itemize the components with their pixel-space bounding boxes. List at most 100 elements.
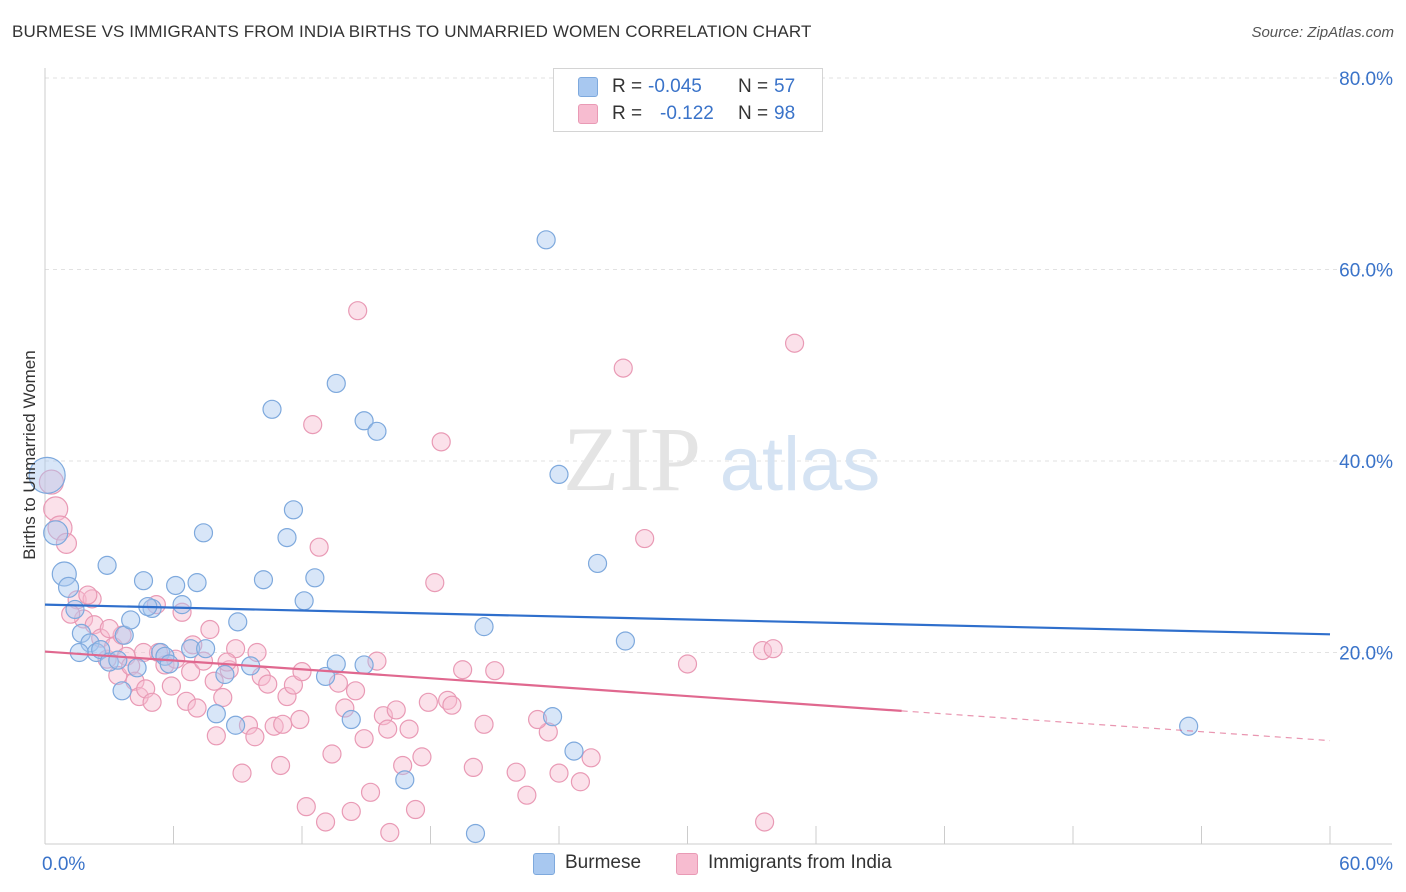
burmese-point	[206, 704, 226, 724]
india-point	[315, 812, 336, 832]
india-point	[161, 676, 181, 696]
burmese-point	[536, 230, 556, 250]
india-point	[206, 726, 226, 746]
legend-label-burmese: Burmese	[565, 852, 642, 873]
india-point	[78, 585, 98, 605]
r-label: R =	[612, 103, 643, 124]
source-label: Source: ZipAtlas.com	[1251, 24, 1394, 41]
india-point	[217, 652, 237, 672]
burmese-point	[166, 575, 186, 596]
burmese-point	[354, 411, 374, 431]
india-point	[412, 747, 432, 767]
burmese-point	[215, 664, 235, 685]
india-swatch	[676, 853, 698, 875]
burmese-point	[341, 709, 361, 730]
india-point	[453, 660, 473, 680]
india-point	[538, 722, 558, 742]
burmese-point	[187, 573, 207, 593]
india-point	[549, 763, 569, 783]
india-point	[204, 671, 224, 691]
burmese-point	[57, 576, 80, 598]
burmese-point	[354, 655, 374, 675]
n-label: N =	[738, 76, 769, 97]
india-point	[367, 651, 387, 671]
r-label: R =	[612, 76, 643, 97]
india-point	[386, 700, 406, 720]
india-point	[341, 801, 361, 822]
burmese-point	[367, 421, 387, 441]
burmese-point	[549, 464, 569, 485]
india-points	[38, 301, 805, 843]
legend-label-india: Immigrants from India	[708, 852, 892, 873]
india-point	[527, 709, 548, 730]
india-point	[581, 748, 601, 768]
india-point	[485, 661, 505, 681]
india-point	[187, 698, 207, 718]
india-point	[405, 799, 426, 820]
y-axis-title: Births to Unmarried Women	[20, 350, 39, 559]
burmese-point	[253, 570, 274, 590]
india-point	[354, 729, 374, 749]
india-point	[378, 719, 398, 739]
india-point	[292, 662, 312, 682]
axis-labels: 20.0% 40.0% 60.0% 80.0% 0.0% 60.0% Births to U…	[20, 69, 1393, 875]
india-point	[335, 698, 355, 718]
india-point	[360, 782, 381, 802]
india-point	[309, 537, 329, 557]
r-value-india: -0.122	[660, 103, 714, 124]
india-point	[55, 532, 78, 554]
india-point	[245, 727, 265, 747]
india-point	[425, 573, 445, 593]
burmese-point	[395, 770, 415, 790]
burmese-point	[305, 568, 325, 588]
burmese-point	[228, 612, 248, 632]
watermark-zip: ZIP	[563, 408, 701, 510]
series-legend: Burmese Immigrants from India	[0, 852, 1406, 878]
india-point	[463, 757, 483, 778]
trend-line-burmese	[44, 603, 1331, 636]
y-tick-label: 80.0%	[1339, 69, 1393, 90]
burmese-point	[587, 553, 608, 574]
india-point	[283, 675, 304, 695]
india-point	[506, 762, 526, 782]
india-point	[380, 822, 400, 843]
x-tick-label-max: 60.0%	[1339, 854, 1393, 875]
n-value-burmese: 57	[774, 76, 796, 97]
burmese-point	[159, 654, 179, 674]
india-point	[754, 812, 775, 832]
burmese-point	[326, 654, 346, 674]
india-point	[345, 681, 366, 701]
india-point	[226, 639, 246, 659]
india-point	[296, 797, 316, 817]
india-point	[399, 719, 419, 739]
india-point	[47, 515, 73, 541]
n-label: N =	[738, 103, 769, 124]
india-point	[322, 744, 342, 764]
india-point	[474, 714, 494, 734]
india-point	[418, 692, 438, 712]
india-point	[142, 692, 162, 712]
burmese-point	[172, 595, 192, 615]
india-point	[176, 691, 196, 711]
india-point	[277, 686, 297, 707]
trend-line-india	[44, 650, 902, 713]
india-point	[270, 755, 291, 776]
india-point	[442, 695, 462, 715]
y-tick-label: 40.0%	[1339, 452, 1393, 473]
burmese-point	[326, 373, 346, 394]
burmese-point	[196, 639, 216, 659]
india-point	[213, 687, 233, 708]
india-point	[200, 619, 220, 640]
watermark-atlas: atlas	[720, 422, 881, 507]
burmese-point	[226, 715, 246, 735]
india-point	[303, 415, 323, 435]
india-point	[784, 333, 805, 353]
india-point	[570, 772, 591, 792]
india-point	[635, 528, 655, 549]
trend-lines	[44, 603, 1331, 742]
burmese-swatch	[533, 853, 555, 875]
trend-line-extension	[901, 710, 1331, 742]
burmese-point	[43, 520, 69, 546]
india-swatch	[578, 104, 598, 124]
